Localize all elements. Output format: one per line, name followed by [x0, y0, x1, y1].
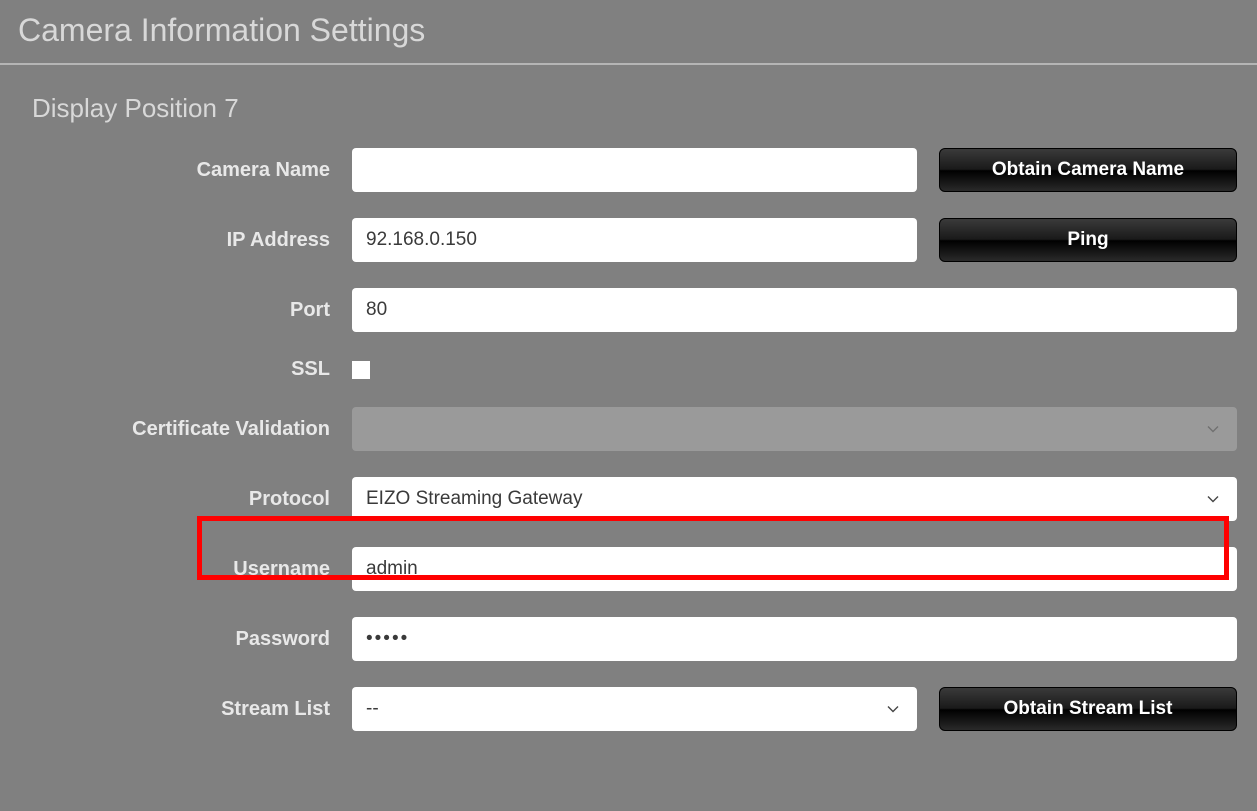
- stream-list-select[interactable]: --: [352, 687, 917, 731]
- obtain-stream-list-button[interactable]: Obtain Stream List: [939, 687, 1237, 731]
- field-area-password: [352, 617, 1237, 661]
- obtain-camera-name-button[interactable]: Obtain Camera Name: [939, 148, 1237, 192]
- section-title: Display Position 7: [32, 93, 1225, 124]
- password-input[interactable]: [352, 617, 1237, 661]
- certificate-validation-select: [352, 407, 1237, 451]
- field-area-certificate-validation: [352, 407, 1237, 451]
- label-ip-address: IP Address: [32, 229, 352, 252]
- field-area-port: [352, 288, 1237, 332]
- label-protocol: Protocol: [32, 488, 352, 511]
- ping-button[interactable]: Ping: [939, 218, 1237, 262]
- chevron-down-icon: [1207, 496, 1219, 503]
- ssl-checkbox[interactable]: [352, 361, 370, 379]
- label-ssl: SSL: [32, 358, 352, 381]
- page-title: Camera Information Settings: [0, 0, 1257, 63]
- username-input[interactable]: [352, 547, 1237, 591]
- row-password: Password: [32, 617, 1225, 661]
- chevron-down-icon: [887, 706, 899, 713]
- camera-name-input[interactable]: [352, 148, 917, 192]
- row-protocol: Protocol EIZO Streaming Gateway: [32, 477, 1225, 521]
- field-area-ip-address: Ping: [352, 218, 1237, 262]
- field-area-protocol: EIZO Streaming Gateway: [352, 477, 1237, 521]
- settings-section: Display Position 7 Camera Name Obtain Ca…: [0, 65, 1257, 731]
- row-port: Port: [32, 288, 1225, 332]
- stream-list-select-value: --: [366, 698, 379, 720]
- protocol-select-value: EIZO Streaming Gateway: [366, 488, 582, 510]
- field-area-username: [352, 547, 1237, 591]
- row-ssl: SSL: [32, 358, 1225, 381]
- label-password: Password: [32, 628, 352, 651]
- field-area-camera-name: Obtain Camera Name: [352, 148, 1237, 192]
- label-camera-name: Camera Name: [32, 159, 352, 182]
- label-stream-list: Stream List: [32, 698, 352, 721]
- label-certificate-validation: Certificate Validation: [32, 418, 352, 441]
- row-username: Username: [32, 547, 1225, 591]
- row-stream-list: Stream List -- Obtain Stream List: [32, 687, 1225, 731]
- row-ip-address: IP Address Ping: [32, 218, 1225, 262]
- label-username: Username: [32, 558, 352, 581]
- row-certificate-validation: Certificate Validation: [32, 407, 1225, 451]
- label-port: Port: [32, 299, 352, 322]
- ip-address-input[interactable]: [352, 218, 917, 262]
- field-area-ssl: [352, 361, 1225, 379]
- chevron-down-icon: [1207, 426, 1219, 433]
- row-camera-name: Camera Name Obtain Camera Name: [32, 148, 1225, 192]
- protocol-select[interactable]: EIZO Streaming Gateway: [352, 477, 1237, 521]
- port-input[interactable]: [352, 288, 1237, 332]
- field-area-stream-list: -- Obtain Stream List: [352, 687, 1237, 731]
